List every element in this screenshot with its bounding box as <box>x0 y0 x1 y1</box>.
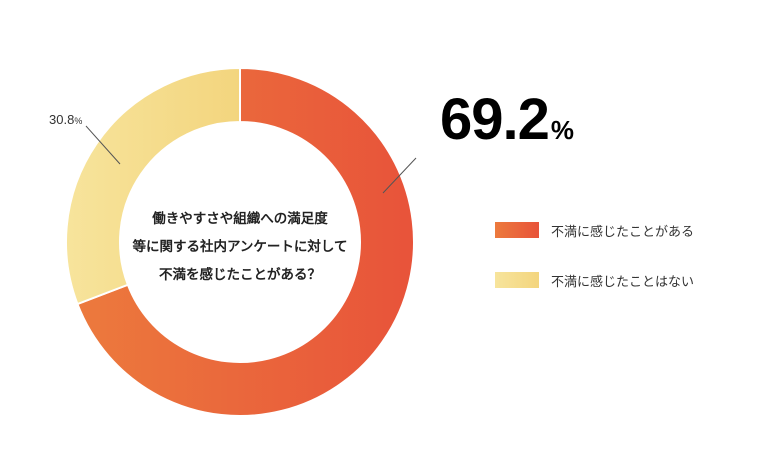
legend-item-not-dissatisfied: 不満に感じたことはない <box>495 268 694 292</box>
donut-slice-dissatisfied <box>76 66 415 417</box>
legend-swatch-dissatisfied <box>495 222 539 238</box>
legend-label-not-dissatisfied: 不満に感じたことはない <box>551 274 695 290</box>
slice-label-not-dissatisfied-unit: % <box>74 116 83 126</box>
slice-label-dissatisfied-value: 69.2 <box>440 87 550 152</box>
chart-title-line-2: 等に関する社内アンケートに対して <box>132 239 348 255</box>
legend-label-dissatisfied: 不満に感じたことがある <box>551 224 695 240</box>
chart-title-line-1: 働きやすさや組織への満足度 <box>152 211 328 227</box>
legend-item-dissatisfied: 不満に感じたことがある <box>495 218 694 242</box>
chart-title-line-3: 不満を感じたことがある？ <box>159 267 321 283</box>
leader-line-dissatisfied <box>382 157 417 194</box>
leader-lines <box>85 125 417 194</box>
legend: 不満に感じたことがある 不満に感じたことはない <box>495 218 694 318</box>
slice-label-dissatisfied: 69.2% <box>440 86 574 153</box>
leader-line-not-dissatisfied <box>85 125 121 165</box>
slice-label-not-dissatisfied-value: 30.8 <box>49 112 75 127</box>
chart-title: 働きやすさや組織への満足度 等に関する社内アンケートに対して 不満を感じたことが… <box>120 205 360 289</box>
donut-slice-not-dissatisfied <box>65 66 241 306</box>
slice-label-dissatisfied-unit: % <box>550 115 575 145</box>
donut-slices <box>65 66 415 417</box>
slice-label-not-dissatisfied: 30.8% <box>49 111 82 129</box>
legend-swatch-not-dissatisfied <box>495 272 539 288</box>
